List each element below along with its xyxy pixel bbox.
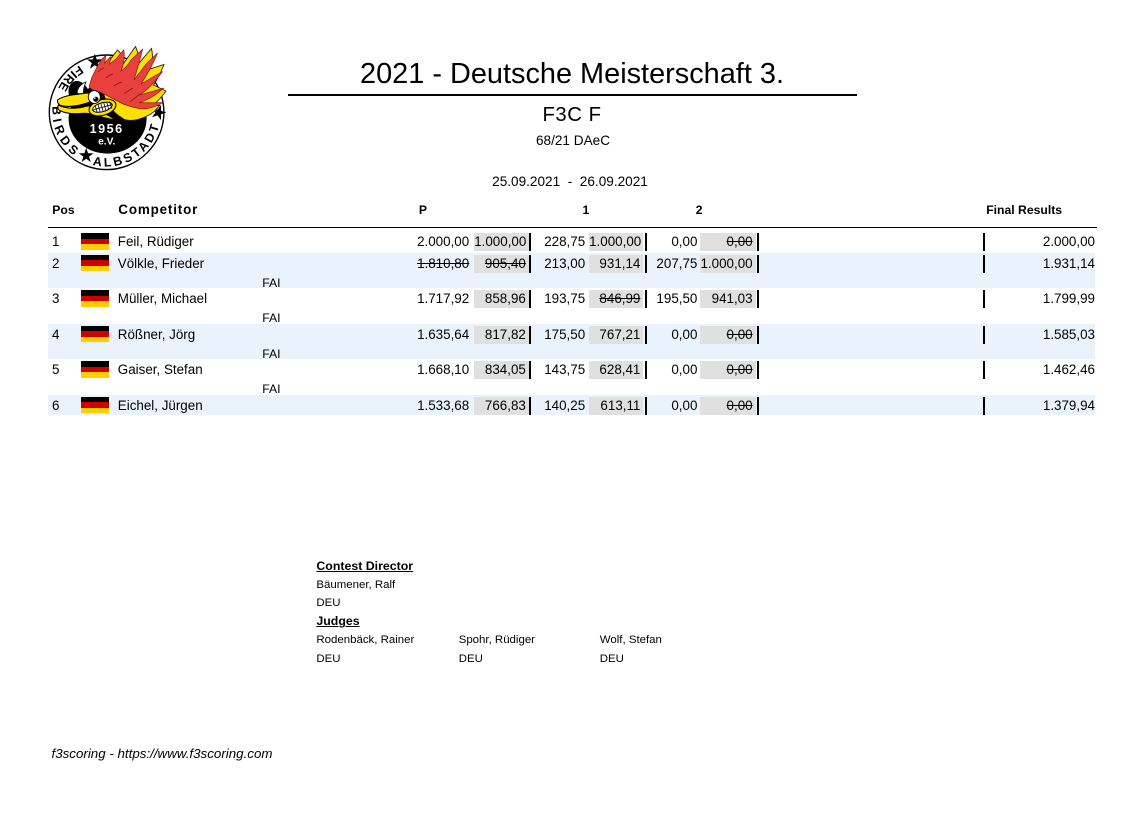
svg-text:1956: 1956 [90, 122, 124, 136]
svg-text:e.V.: e.V. [98, 137, 115, 148]
